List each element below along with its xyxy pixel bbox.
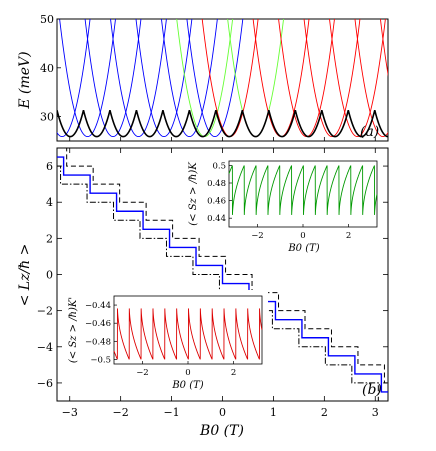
panel-a-ytick-label-0: 30 <box>40 111 54 124</box>
inset-k-ticks: −2 0 2 0.5 0.48 0.46 0.44 <box>207 161 351 241</box>
energy-parabola-0-4 <box>135 19 193 138</box>
energy-parabola-0-0 <box>57 19 91 138</box>
panel-b-ytick-label-0: 6 <box>46 160 53 173</box>
inset-kprime-xtick-label-1: 0 <box>185 368 190 378</box>
panel-b-ytick-label-5: −4 <box>37 341 53 354</box>
panel-b-ytick-label-6: −6 <box>37 377 53 390</box>
inset-kprime-curves <box>113 308 263 360</box>
inset-kprime-ytick-label-3: −0.5 <box>90 355 111 365</box>
inset-kprime-ticks: −2 0 2 −0.44 −0.46 −0.48 −0.5 <box>85 301 236 378</box>
panel-b-xtick-label-2: −1 <box>163 406 179 419</box>
panel-b-ytick-label-4: −2 <box>37 305 53 318</box>
inset-k-ytick-label-2: 0.46 <box>207 197 226 207</box>
energy-parabola-2-3 <box>303 19 361 138</box>
panel-b-label: (b) <box>362 382 382 398</box>
inset-k-ytick-label-1: 0.48 <box>207 179 226 189</box>
panel-b-curves <box>57 148 388 401</box>
inset-k-ytick-label-3: 0.44 <box>207 214 226 224</box>
panel-b-ytick-label-3: 0 <box>46 269 53 282</box>
energy-parabola-0-2 <box>84 19 142 138</box>
panel-b: −3 −2 −1 0 1 2 3 6 4 2 0 −2 −4 −6 < Lz/ħ > B0 (T) (b) <box>17 147 389 439</box>
panel-a-label: (a) <box>360 124 379 140</box>
panel-b-xtick-label-4: 1 <box>270 406 277 419</box>
panel-b-xtick-label-1: −2 <box>113 406 129 419</box>
panel-b-ytick-label-1: 4 <box>46 196 53 209</box>
panel-a-ytick-label-1: 40 <box>40 62 54 75</box>
panel-b-xtick-label-0: −3 <box>62 406 78 419</box>
energy-parabola-2-0 <box>201 19 259 138</box>
inset-k-ytick-label-0: 0.5 <box>212 161 226 171</box>
panel-b-ylabel: < Lz/ħ > <box>17 244 33 307</box>
energy-parabola-1-1 <box>227 19 285 138</box>
panel-b-xtick-label-5: 2 <box>321 406 328 419</box>
panel-a-ytick-label-2: 50 <box>40 13 54 26</box>
inset-kprime-xtick-label-0: −2 <box>136 368 149 378</box>
panel-a-curves <box>57 19 388 138</box>
inset-k-ylabel: (< Sz > /ħ)K <box>188 162 199 226</box>
panel-a-ticks: 30 40 50 <box>40 13 376 141</box>
inset-k-sawtooth <box>228 165 378 215</box>
energy-parabola-0-5 <box>160 19 218 138</box>
panel-b-xtick-label-3: 0 <box>219 406 226 419</box>
inset-kprime: −2 0 2 −0.44 −0.46 −0.48 −0.5 (< Sz > /ħ)K' B0… <box>68 290 268 391</box>
energy-parabola-2-5 <box>354 19 388 138</box>
panel-b-xtick-label-6: 3 <box>372 406 379 419</box>
panel-a-ylabel: E (meV) <box>17 51 33 109</box>
panel-b-ytick-label-2: 2 <box>46 232 53 245</box>
energy-parabola-2-2 <box>278 19 335 138</box>
inset-kprime-ylabel: (< Sz > /ħ)K' <box>68 297 79 363</box>
inset-kprime-xtick-label-2: 2 <box>231 368 236 378</box>
energy-parabola-0-1 <box>59 19 116 138</box>
series-dash-dot <box>57 165 388 401</box>
series-solid-blue <box>57 156 388 393</box>
inset-k-xtick-label-0: −2 <box>251 231 264 241</box>
energy-parabola-0-6 <box>186 19 244 138</box>
inset-kprime-xlabel: B0 (T) <box>171 380 203 391</box>
energy-ground-envelope <box>57 110 388 138</box>
inset-kprime-ytick-label-1: −0.46 <box>85 319 111 329</box>
energy-parabola-2-1 <box>252 19 310 138</box>
inset-k-curves <box>228 165 378 215</box>
inset-kprime-ytick-label-0: −0.44 <box>85 301 111 311</box>
inset-kprime-sawtooth <box>113 308 263 360</box>
panel-b-xlabel: B0 (T) <box>199 423 244 439</box>
inset-k-xtick-label-2: 2 <box>346 231 351 241</box>
energy-parabola-0-3 <box>110 19 167 138</box>
panel-b-ticks: −3 −2 −1 0 1 2 3 6 4 2 0 −2 −4 −6 <box>37 148 388 419</box>
inset-k-xlabel: B0 (T) <box>287 243 319 254</box>
inset-kprime-ytick-label-2: −0.48 <box>85 337 111 347</box>
panel-a: 30 40 50 E (meV) (a) <box>17 13 389 142</box>
inset-k: −2 0 2 0.5 0.48 0.46 0.44 (< Sz > /ħ)K B0 (T) <box>188 158 381 254</box>
inset-k-xtick-label-1: 0 <box>300 231 305 241</box>
energy-parabola-2-4 <box>329 19 386 138</box>
